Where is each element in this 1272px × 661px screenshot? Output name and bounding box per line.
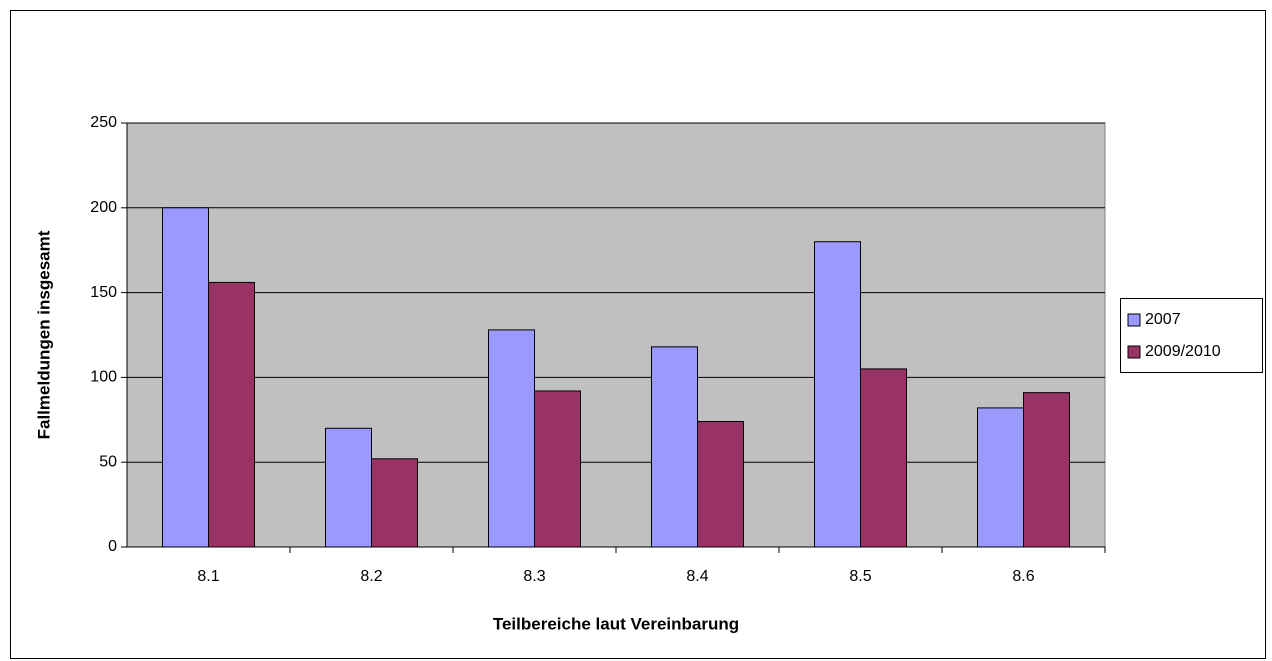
- bar: [1023, 392, 1070, 548]
- bar: [814, 241, 861, 548]
- y-axis-title: Fallmeldungen insgesamt: [34, 230, 53, 439]
- y-tick-label: 100: [90, 369, 117, 386]
- bar: [860, 368, 907, 548]
- x-tick-label: 8.2: [360, 568, 382, 585]
- bar: [977, 407, 1024, 548]
- y-tick-label: 200: [90, 199, 117, 216]
- y-tick-label: 250: [90, 114, 117, 131]
- legend-label: 2007: [1145, 311, 1181, 328]
- x-tick-label: 8.6: [1012, 568, 1034, 585]
- plot-area: [126, 122, 1106, 548]
- bar: [651, 346, 698, 548]
- y-tick-label: 0: [108, 538, 117, 555]
- x-tick-label: 8.3: [523, 568, 545, 585]
- x-tick-label: 8.4: [686, 568, 708, 585]
- bar: [208, 281, 255, 548]
- y-tick-label: 150: [90, 284, 117, 301]
- legend-swatch: [1127, 345, 1141, 359]
- bar: [697, 420, 744, 548]
- x-axis-title: Teilbereiche laut Vereinbarung: [493, 614, 739, 633]
- legend-swatch: [1127, 313, 1141, 327]
- bar: [162, 207, 209, 548]
- y-tick-label: 50: [99, 453, 117, 470]
- legend-box: [1120, 298, 1263, 373]
- bar: [534, 390, 581, 548]
- bar: [325, 427, 372, 548]
- bar: [488, 329, 535, 548]
- x-tick-label: 8.5: [849, 568, 871, 585]
- legend-label: 2009/2010: [1145, 343, 1221, 360]
- x-tick-label: 8.1: [197, 568, 219, 585]
- bar: [371, 458, 418, 548]
